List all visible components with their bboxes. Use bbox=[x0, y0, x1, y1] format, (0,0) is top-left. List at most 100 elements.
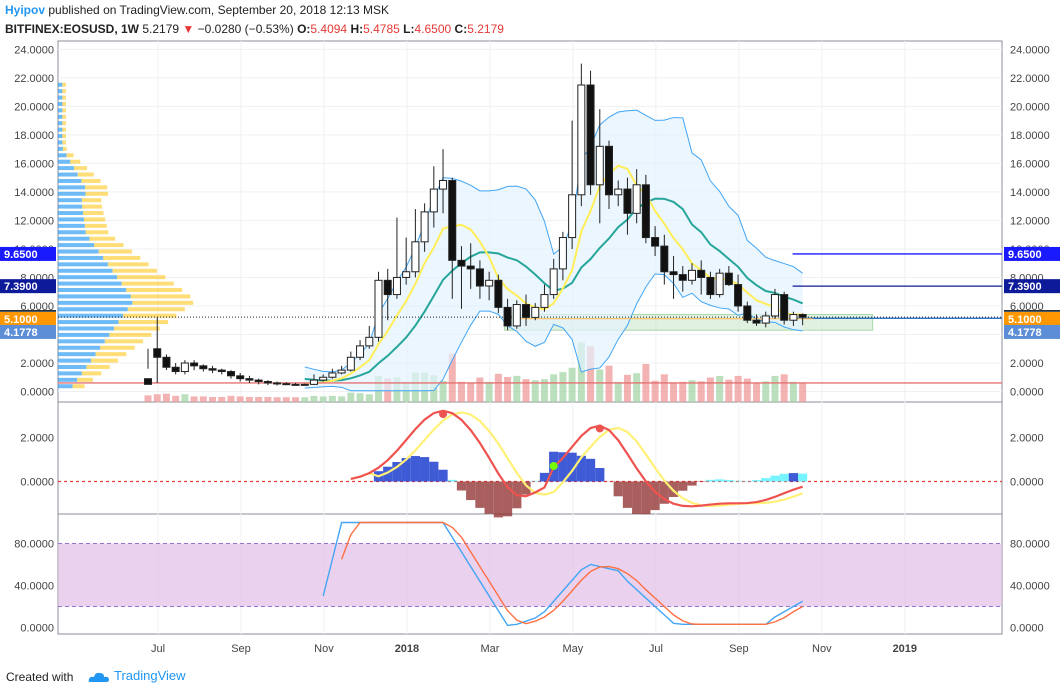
candle-body bbox=[190, 362, 199, 367]
volume-bar bbox=[522, 379, 530, 402]
volume-profile-bar bbox=[58, 320, 119, 325]
volume-bar bbox=[273, 397, 281, 402]
volume-profile-bar bbox=[94, 243, 124, 248]
volume-bar bbox=[356, 393, 364, 402]
volume-profile-bar bbox=[58, 294, 131, 299]
volume-bar bbox=[568, 367, 576, 402]
candle-body bbox=[558, 237, 567, 270]
volume-bar bbox=[651, 380, 659, 402]
volume-bar bbox=[743, 378, 751, 402]
volume-profile-bar bbox=[81, 371, 102, 376]
volume-bar bbox=[513, 375, 521, 402]
candle-body bbox=[715, 272, 724, 296]
candle-body bbox=[743, 305, 752, 321]
candle-body bbox=[651, 237, 660, 247]
volume-profile-bar bbox=[58, 255, 104, 260]
y-tick-label-right: 20.0000 bbox=[1010, 101, 1050, 113]
price-label-right: 4.1778 bbox=[1008, 327, 1042, 339]
osc-cross-dot bbox=[439, 410, 448, 419]
volume-profile-bar bbox=[58, 108, 63, 113]
volume-profile-bar bbox=[85, 191, 108, 196]
price-label-left: 7.3900 bbox=[4, 281, 38, 293]
osc-histogram-bar bbox=[595, 467, 605, 482]
price-label-left-box bbox=[0, 246, 56, 261]
osc-histogram-bar bbox=[724, 479, 734, 482]
candle-body bbox=[411, 241, 420, 273]
volume-bar bbox=[716, 375, 724, 402]
price-label-right-box bbox=[1004, 246, 1060, 261]
low-value: 4.6500 bbox=[414, 22, 452, 36]
volume-profile-bar bbox=[100, 345, 135, 350]
candle-body bbox=[623, 188, 632, 214]
candle-body bbox=[457, 259, 466, 267]
bollinger-lower bbox=[304, 273, 803, 392]
osc-histogram-bar bbox=[567, 452, 577, 482]
bollinger-fill bbox=[304, 110, 803, 391]
volume-bar bbox=[550, 374, 558, 402]
stoch-tick-left: 40.0000 bbox=[14, 581, 54, 593]
volume-bar bbox=[670, 382, 678, 402]
volume-profile-bar bbox=[58, 178, 82, 183]
candle-body bbox=[485, 279, 494, 287]
volume-profile-bar bbox=[112, 268, 157, 273]
osc-histogram-bar bbox=[410, 456, 420, 482]
candle-body bbox=[503, 306, 512, 327]
y-tick-label-left: 20.0000 bbox=[14, 101, 54, 113]
osc-histogram-bar bbox=[521, 481, 531, 495]
close-value: 5.2179 bbox=[467, 22, 504, 36]
volume-bar bbox=[623, 374, 631, 402]
volume-profile-bar bbox=[132, 300, 194, 305]
stoch-tick-right: 0.0000 bbox=[1010, 623, 1044, 635]
osc-histogram-bar bbox=[484, 481, 494, 514]
volume-profile-bar bbox=[98, 249, 132, 254]
candle-body bbox=[392, 276, 401, 296]
volume-bar bbox=[310, 395, 318, 402]
volume-profile-bar bbox=[58, 313, 124, 318]
candle-body bbox=[669, 271, 678, 276]
volume-profile-bar bbox=[58, 332, 110, 337]
price-label-left-box bbox=[0, 279, 56, 294]
volume-bar bbox=[679, 381, 687, 402]
osc-histogram-bar bbox=[420, 457, 430, 482]
high-label: H: bbox=[350, 22, 364, 36]
candle-body bbox=[144, 378, 152, 385]
price-label-left: 4.1778 bbox=[4, 327, 38, 339]
volume-profile-bar bbox=[58, 300, 133, 305]
osc-histogram-bar bbox=[392, 462, 402, 482]
price-label-right: 7.3900 bbox=[1008, 281, 1042, 293]
volume-bar bbox=[789, 381, 797, 402]
candle-body bbox=[328, 372, 337, 378]
volume-profile-bar bbox=[91, 358, 118, 363]
price-label-left: 5.1000 bbox=[4, 314, 38, 326]
volume-bar bbox=[559, 372, 567, 402]
candle-body bbox=[199, 365, 208, 370]
candle-body bbox=[660, 245, 669, 273]
candle-body bbox=[632, 184, 641, 214]
candle-body bbox=[614, 188, 623, 196]
y-tick-label-right: 22.0000 bbox=[1010, 73, 1050, 85]
volume-bar bbox=[162, 393, 170, 402]
candle-body bbox=[531, 306, 540, 318]
volume-profile-bar bbox=[86, 364, 110, 369]
volume-bar bbox=[255, 396, 263, 402]
volume-bar bbox=[181, 394, 189, 402]
osc-histogram-bar bbox=[687, 481, 697, 486]
x-tick-label: Jul bbox=[151, 643, 165, 655]
author-name[interactable]: Hyipov bbox=[5, 3, 46, 17]
volume-profile-bar bbox=[58, 166, 74, 171]
candle-body bbox=[337, 369, 346, 374]
volume-bar bbox=[301, 397, 309, 402]
created-with-text: Created with bbox=[6, 670, 74, 684]
volume-bar bbox=[725, 379, 733, 402]
volume-profile-bar bbox=[85, 185, 108, 190]
volume-bar bbox=[347, 392, 355, 402]
volume-profile-bar bbox=[107, 262, 149, 267]
candle-body bbox=[706, 276, 715, 296]
x-tick-label: Nov bbox=[812, 643, 832, 655]
volume-profile-bar bbox=[58, 352, 96, 357]
volume-profile-bar bbox=[58, 371, 82, 376]
tradingview-logo[interactable]: TradingView bbox=[88, 668, 186, 683]
volume-bar bbox=[540, 379, 548, 402]
stoch-tick-right: 80.0000 bbox=[1010, 539, 1050, 551]
